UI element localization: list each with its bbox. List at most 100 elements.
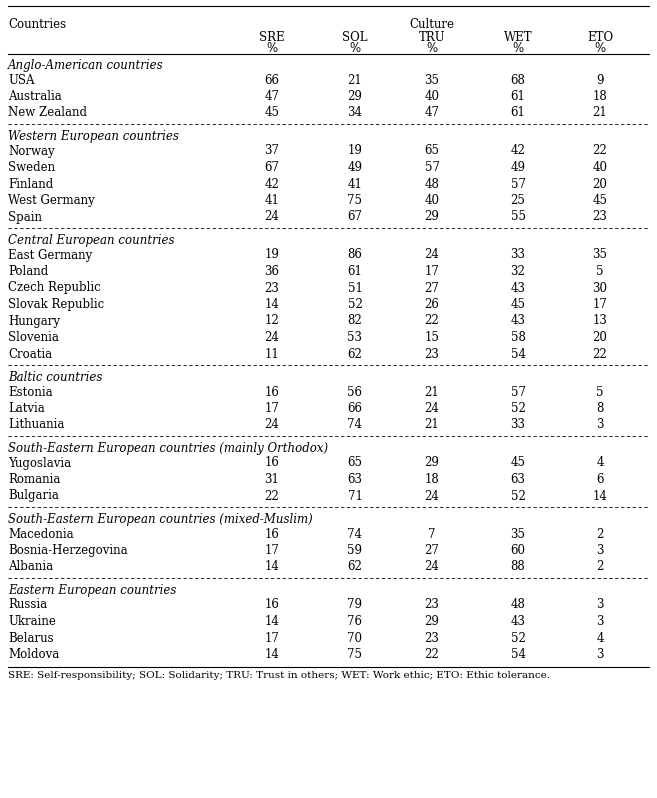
- Text: 22: 22: [593, 144, 607, 157]
- Text: 57: 57: [510, 385, 526, 398]
- Text: 4: 4: [597, 631, 604, 645]
- Text: Poland: Poland: [8, 265, 48, 278]
- Text: 31: 31: [265, 473, 279, 486]
- Text: Lithuania: Lithuania: [8, 418, 64, 432]
- Text: 22: 22: [424, 314, 440, 327]
- Text: 5: 5: [597, 385, 604, 398]
- Text: 16: 16: [265, 527, 279, 540]
- Text: 20: 20: [593, 331, 608, 344]
- Text: 33: 33: [510, 418, 526, 432]
- Text: 61: 61: [510, 106, 526, 120]
- Text: Macedonia: Macedonia: [8, 527, 74, 540]
- Text: 3: 3: [597, 418, 604, 432]
- Text: 63: 63: [348, 473, 363, 486]
- Text: 3: 3: [597, 648, 604, 661]
- Text: 71: 71: [348, 489, 363, 503]
- Text: %: %: [426, 42, 438, 55]
- Text: 53: 53: [348, 331, 363, 344]
- Text: Slovak Republic: Slovak Republic: [8, 298, 104, 311]
- Text: SRE: SRE: [260, 31, 285, 44]
- Text: 3: 3: [597, 598, 604, 611]
- Text: 61: 61: [348, 265, 363, 278]
- Text: South-Eastern European countries (mainly Orthodox): South-Eastern European countries (mainly…: [8, 442, 328, 455]
- Text: SOL: SOL: [342, 31, 368, 44]
- Text: Slovenia: Slovenia: [8, 331, 59, 344]
- Text: 21: 21: [593, 106, 607, 120]
- Text: 88: 88: [510, 560, 526, 574]
- Text: South-Eastern European countries (mixed-Muslim): South-Eastern European countries (mixed-…: [8, 513, 313, 526]
- Text: Hungary: Hungary: [8, 314, 60, 327]
- Text: Central European countries: Central European countries: [8, 234, 175, 247]
- Text: 65: 65: [348, 456, 363, 469]
- Text: Spain: Spain: [8, 211, 42, 223]
- Text: ETO: ETO: [587, 31, 613, 44]
- Text: 29: 29: [424, 456, 440, 469]
- Text: 67: 67: [348, 211, 363, 223]
- Text: 22: 22: [593, 347, 607, 361]
- Text: 70: 70: [348, 631, 363, 645]
- Text: 29: 29: [348, 90, 363, 103]
- Text: Sweden: Sweden: [8, 161, 55, 174]
- Text: 21: 21: [424, 418, 440, 432]
- Text: 67: 67: [265, 161, 279, 174]
- Text: 2: 2: [597, 560, 604, 574]
- Text: 14: 14: [265, 560, 279, 574]
- Text: 65: 65: [424, 144, 440, 157]
- Text: 66: 66: [348, 402, 363, 415]
- Text: 23: 23: [593, 211, 608, 223]
- Text: 24: 24: [424, 402, 440, 415]
- Text: 19: 19: [265, 248, 279, 262]
- Text: 43: 43: [510, 282, 526, 294]
- Text: 3: 3: [597, 615, 604, 628]
- Text: 52: 52: [510, 489, 526, 503]
- Text: Countries: Countries: [8, 18, 66, 31]
- Text: New Zealand: New Zealand: [8, 106, 87, 120]
- Text: West Germany: West Germany: [8, 194, 95, 207]
- Text: 20: 20: [593, 177, 608, 191]
- Text: 52: 52: [510, 402, 526, 415]
- Text: 23: 23: [265, 282, 279, 294]
- Text: 40: 40: [424, 194, 440, 207]
- Text: 24: 24: [424, 248, 440, 262]
- Text: 29: 29: [424, 211, 440, 223]
- Text: 66: 66: [265, 73, 279, 86]
- Text: 41: 41: [265, 194, 279, 207]
- Text: 22: 22: [424, 648, 440, 661]
- Text: 60: 60: [510, 544, 526, 557]
- Text: Norway: Norway: [8, 144, 55, 157]
- Text: 58: 58: [510, 331, 526, 344]
- Text: 17: 17: [424, 265, 440, 278]
- Text: 75: 75: [348, 194, 363, 207]
- Text: 5: 5: [597, 265, 604, 278]
- Text: East Germany: East Germany: [8, 248, 92, 262]
- Text: 18: 18: [424, 473, 440, 486]
- Text: Albania: Albania: [8, 560, 53, 574]
- Text: 14: 14: [593, 489, 608, 503]
- Text: 29: 29: [424, 615, 440, 628]
- Text: 51: 51: [348, 282, 363, 294]
- Text: Latvia: Latvia: [8, 402, 45, 415]
- Text: 52: 52: [348, 298, 363, 311]
- Text: 24: 24: [265, 418, 279, 432]
- Text: Croatia: Croatia: [8, 347, 52, 361]
- Text: Eastern European countries: Eastern European countries: [8, 584, 176, 597]
- Text: 34: 34: [348, 106, 363, 120]
- Text: TRU: TRU: [419, 31, 445, 44]
- Text: 42: 42: [265, 177, 279, 191]
- Text: 61: 61: [510, 90, 526, 103]
- Text: 17: 17: [593, 298, 608, 311]
- Text: 23: 23: [424, 631, 440, 645]
- Text: 18: 18: [593, 90, 607, 103]
- Text: 54: 54: [510, 648, 526, 661]
- Text: 45: 45: [265, 106, 279, 120]
- Text: 49: 49: [510, 161, 526, 174]
- Text: 45: 45: [510, 298, 526, 311]
- Text: Belarus: Belarus: [8, 631, 54, 645]
- Text: 47: 47: [265, 90, 279, 103]
- Text: Yugoslavia: Yugoslavia: [8, 456, 71, 469]
- Text: 45: 45: [510, 456, 526, 469]
- Text: 14: 14: [265, 648, 279, 661]
- Text: 42: 42: [510, 144, 526, 157]
- Text: 9: 9: [597, 73, 604, 86]
- Text: 17: 17: [265, 631, 279, 645]
